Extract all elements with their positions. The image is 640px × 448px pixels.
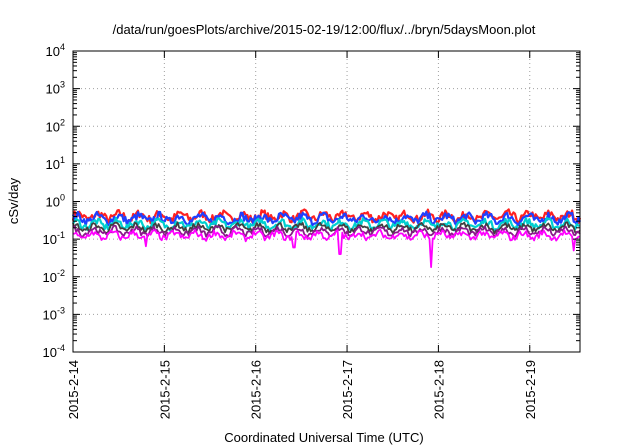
y-tick-label: 10-1 <box>43 230 65 247</box>
x-tick-label: 2015-2-17 <box>340 360 355 419</box>
y-tick-label: 103 <box>46 80 65 97</box>
grid <box>73 51 580 352</box>
x-tick-label: 2015-2-15 <box>157 360 172 419</box>
y-tick-label: 104 <box>46 42 65 59</box>
y-tick-label: 10-2 <box>43 268 65 285</box>
series-line <box>71 210 582 227</box>
y-tick-label: 100 <box>46 193 65 210</box>
x-tick-label: 2015-2-19 <box>523 360 538 419</box>
x-tick-label: 2015-2-16 <box>249 360 264 419</box>
y-tick-label: 101 <box>46 155 65 172</box>
ticks: 10-4 10-3 10-2 10-1 100 101 102 103 104 2015-2-14… <box>43 42 580 419</box>
x-tick-label: 2015-2-14 <box>66 360 81 419</box>
x-axis-label: Coordinated Universal Time (UTC) <box>224 430 423 445</box>
series-group <box>71 208 582 269</box>
chart-title: /data/run/goesPlots/archive/2015-02-19/1… <box>113 22 536 37</box>
series-line <box>72 228 581 269</box>
y-tick-label: 10-4 <box>43 343 65 360</box>
y-tick-label: 10-3 <box>43 305 65 322</box>
x-tick-label: 2015-2-18 <box>431 360 446 419</box>
y-axis-label: cSv/day <box>6 177 21 224</box>
series-line <box>72 221 581 235</box>
y-tick-label: 102 <box>46 117 65 134</box>
